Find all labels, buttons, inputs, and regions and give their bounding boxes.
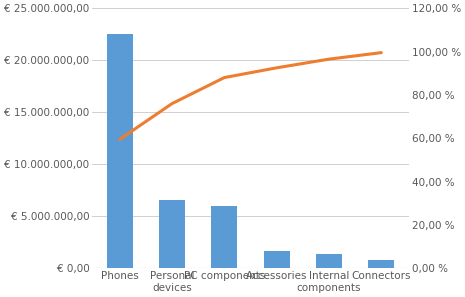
Bar: [106, 34, 133, 268]
Bar: [264, 251, 290, 268]
Bar: [316, 254, 342, 268]
Bar: [368, 260, 394, 268]
Bar: [211, 206, 238, 268]
Bar: [159, 200, 185, 268]
